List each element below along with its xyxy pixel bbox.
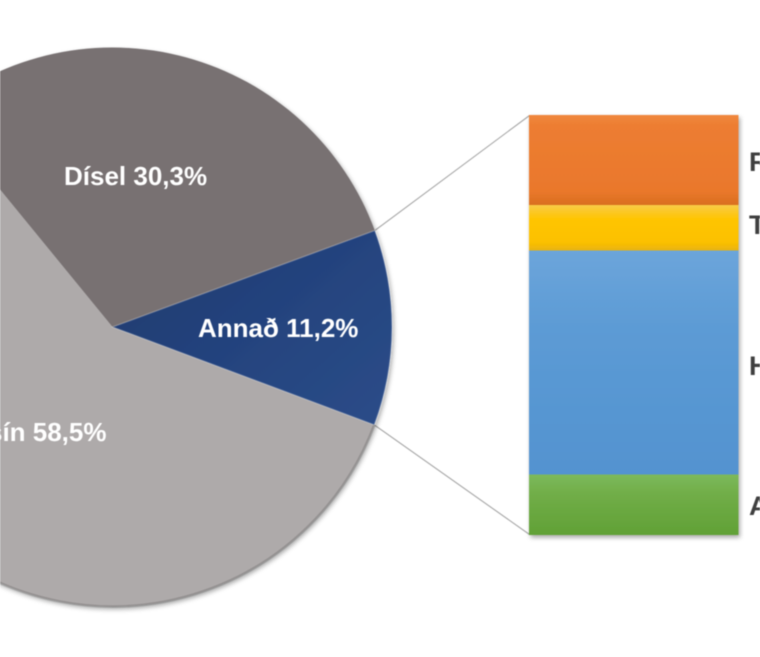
svg-text:Annað 11,2%: Annað 11,2% — [198, 313, 358, 343]
svg-text:Rafmagn: Rafmagn — [749, 147, 760, 177]
svg-text:Bensín 58,5%: Bensín 58,5% — [0, 417, 107, 447]
svg-text:Hybrid: Hybrid — [749, 351, 760, 381]
svg-text:Dísel 30,3%: Dísel 30,3% — [64, 161, 207, 191]
svg-text:Tengiltvinn: Tengiltvinn — [749, 210, 760, 240]
svg-text:Annað: Annað — [749, 491, 760, 521]
